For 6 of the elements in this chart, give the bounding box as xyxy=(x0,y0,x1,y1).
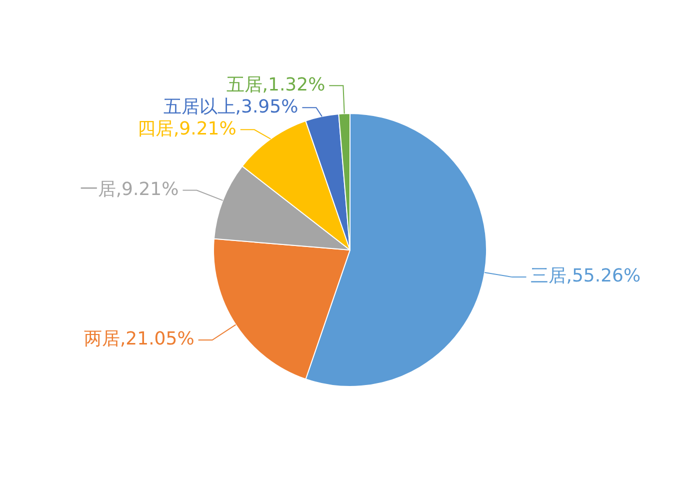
slice-label: 四居,9.21% xyxy=(137,118,236,140)
slice-label: 五居,1.32% xyxy=(226,74,326,96)
slice-label: 两居,21.05% xyxy=(84,328,194,350)
slice-label: 三居,55.26% xyxy=(530,266,641,287)
slice-label: 一居,9.21% xyxy=(80,178,179,200)
slice-label: 五居以上,3.95% xyxy=(163,96,298,118)
